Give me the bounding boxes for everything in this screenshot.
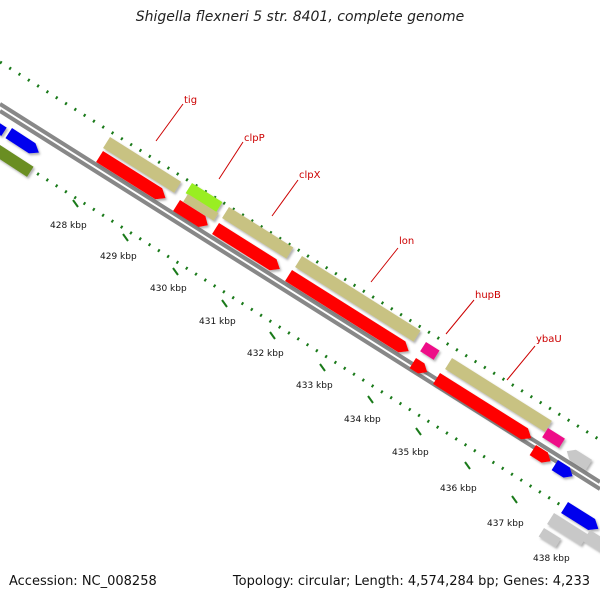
tick-label: 432 kbp [247, 349, 284, 359]
cds-lon [285, 270, 409, 353]
tick-mark [122, 233, 129, 242]
cds-tig [96, 151, 166, 200]
tick-mark [511, 495, 518, 504]
tick-label: 434 kbp [344, 415, 381, 425]
label-leaders [155, 103, 536, 381]
cds-clpP [173, 200, 208, 227]
tick-label: 430 kbp [150, 284, 187, 294]
gene-tig [103, 137, 182, 193]
tick-label: 433 kbp [296, 381, 333, 391]
tick-marks [72, 199, 518, 504]
gene-clpX [222, 207, 294, 259]
tick-label: 436 kbp [440, 484, 477, 494]
tick-label: 429 kbp [100, 252, 137, 262]
tick-mark [172, 267, 179, 276]
gene-clpP [183, 194, 219, 221]
cds-ybaU [433, 373, 532, 440]
tick-mark [319, 363, 326, 372]
gene-label-tig: tig [184, 95, 197, 106]
tick-mark [464, 461, 471, 470]
gene-clpP-lime [185, 183, 223, 213]
gene-track [96, 137, 600, 552]
gene-hupB [420, 342, 440, 360]
map-title: Shigella flexneri 5 str. 8401, complete … [135, 9, 465, 25]
gene-label-hupB: hupB [475, 290, 501, 301]
gene-label-clpP: clpP [244, 133, 265, 144]
gene-label-ybaU: ybaU [536, 334, 562, 345]
tick-label: 435 kbp [392, 448, 429, 458]
tick-label: 428 kbp [50, 221, 87, 231]
tick-mark [72, 199, 79, 208]
cds-hupB [409, 358, 428, 374]
gene-label-clpX: clpX [299, 170, 321, 181]
cds-clpX [212, 223, 280, 271]
tick-label: 438 kbp [533, 554, 570, 564]
gene-labels: tig clpP clpX lon hupB ybaU [184, 95, 562, 345]
tick-label: 431 kbp [199, 317, 236, 327]
gene-lon [295, 256, 421, 342]
left-features [0, 120, 39, 177]
inner-dotted-ruler [0, 148, 600, 532]
gene-ybaU [445, 358, 552, 432]
tick-mark [367, 395, 374, 404]
tick-mark [269, 331, 276, 340]
tick-mark [221, 299, 228, 308]
tick-labels: 428 kbp 429 kbp 430 kbp 431 kbp 432 kbp … [50, 221, 570, 564]
topology-text: Topology: circular; Length: 4,574,284 bp… [232, 574, 590, 589]
gene-label-lon: lon [399, 236, 414, 247]
tick-mark [415, 427, 422, 436]
tick-label: 437 kbp [487, 519, 524, 529]
accession-text: Accession: NC_008258 [9, 574, 157, 589]
